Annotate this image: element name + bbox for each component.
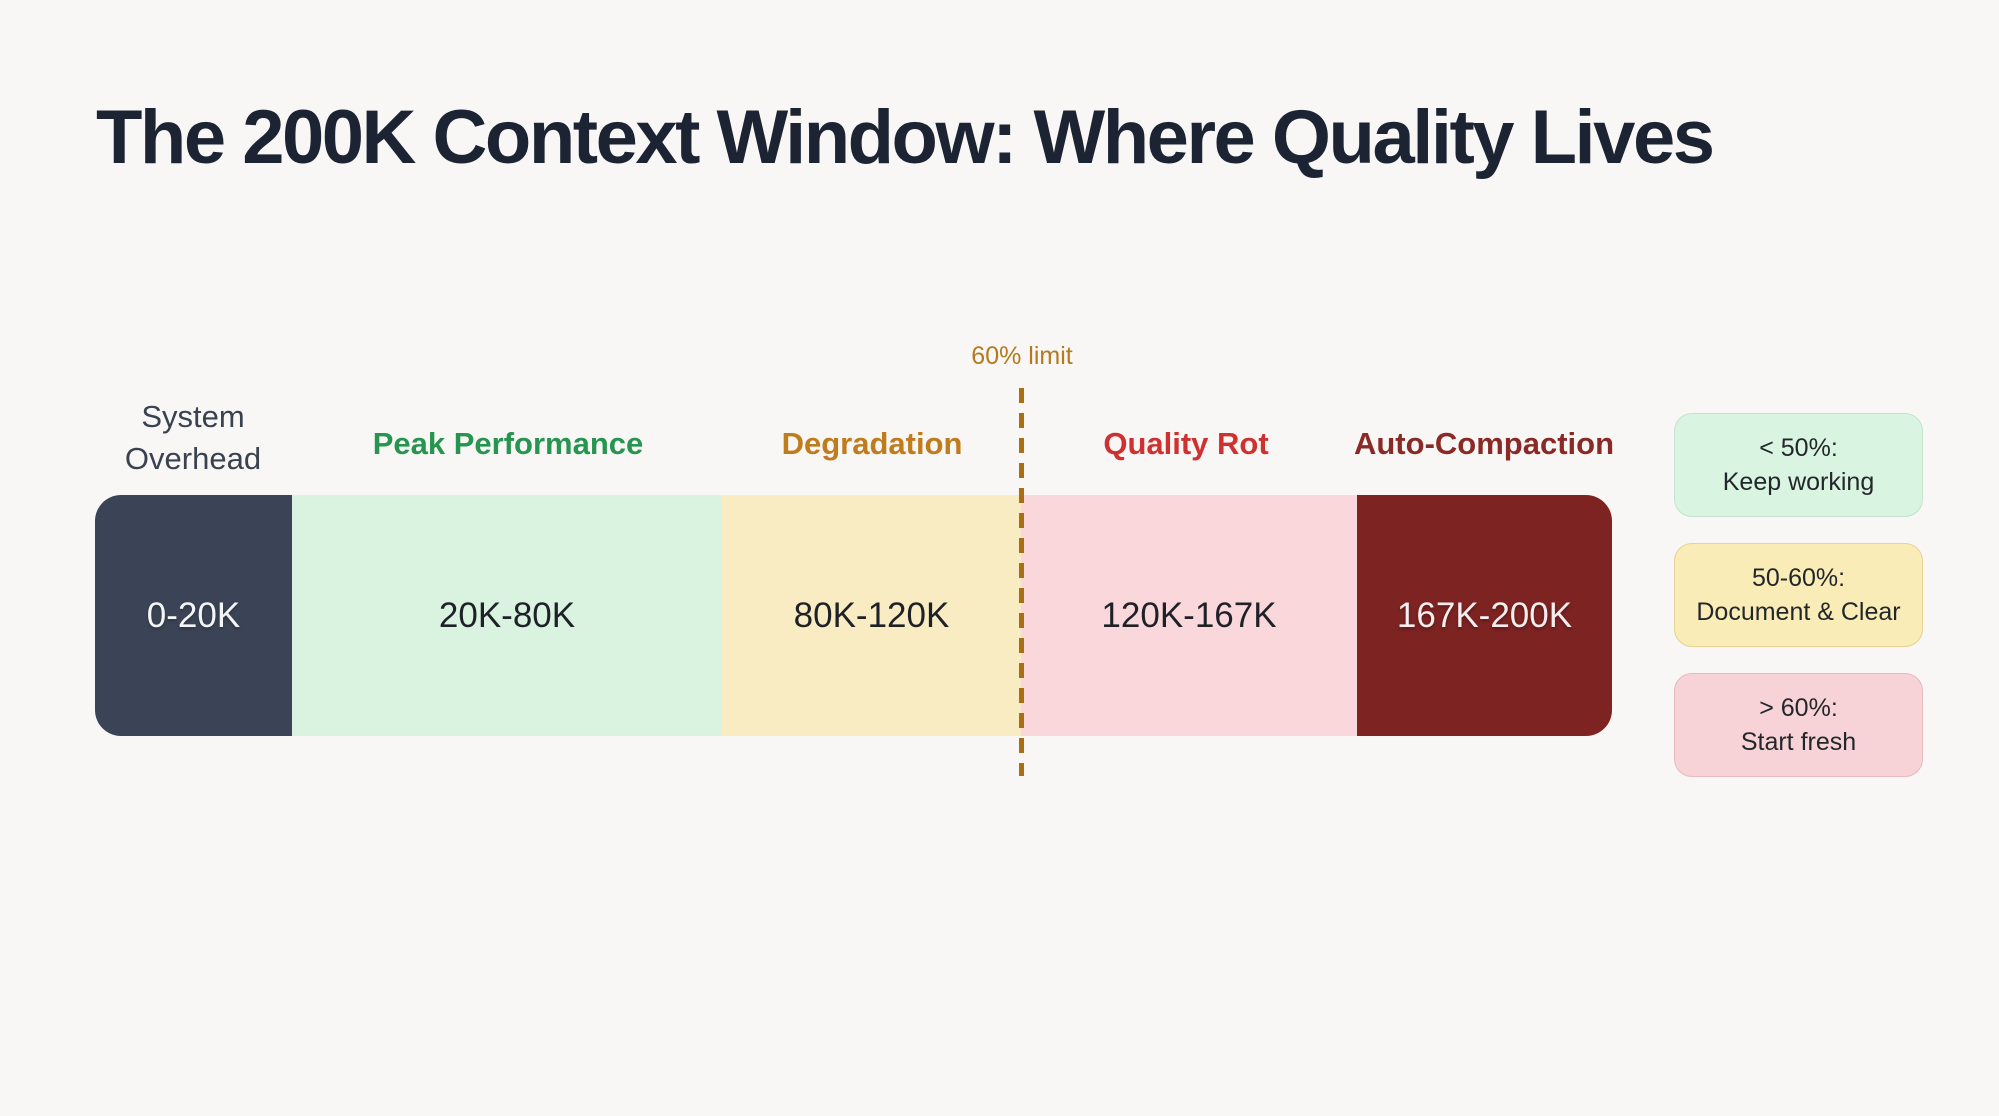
legend-threshold-text: < 50%: [1759,434,1838,462]
segment-peak-performance: 20K-80K [292,495,722,736]
legend-action-text: Keep working [1722,468,1875,496]
legend-threshold-text: > 60%: [1759,694,1838,722]
legend: < 50%: Keep working 50-60%: Document & C… [1674,413,1923,803]
legend-item-start-fresh: > 60%: Start fresh [1674,673,1923,777]
zone-label-auto-compaction: Auto-Compaction [1353,426,1615,461]
segment-range-label: 167K-200K [1396,595,1573,635]
context-window-bar: 0-20K 20K-80K 80K-120K 120K-167K 167K-20… [95,495,1612,736]
legend-action-text: Start fresh [1740,728,1857,756]
segment-range-label: 80K-120K [793,595,950,635]
legend-threshold-text: 50-60%: [1751,564,1846,592]
legend-item-document-clear: 50-60%: Document & Clear [1674,543,1923,647]
zone-label-system-overhead: System Overhead [124,399,262,476]
segment-system-overhead: 0-20K [95,495,292,736]
zone-label-peak-performance: Peak Performance [372,426,644,461]
page-title: The 200K Context Window: Where Quality L… [96,95,1715,180]
zone-label-degradation: Degradation [781,426,963,461]
segment-degradation: 80K-120K [722,495,1021,736]
legend-item-keep-working: < 50%: Keep working [1674,413,1923,517]
segment-quality-rot: 120K-167K [1021,495,1357,736]
segment-range-label: 20K-80K [438,595,576,635]
zone-label-quality-rot: Quality Rot [1103,426,1269,461]
segment-range-label: 0-20K [146,595,241,635]
segment-range-label: 120K-167K [1101,595,1277,635]
legend-action-text: Document & Clear [1696,598,1901,626]
segment-auto-compaction: 167K-200K [1357,495,1612,736]
threshold-limit-label: 60% limit [971,342,1073,370]
threshold-dashed-line [1019,388,1024,776]
